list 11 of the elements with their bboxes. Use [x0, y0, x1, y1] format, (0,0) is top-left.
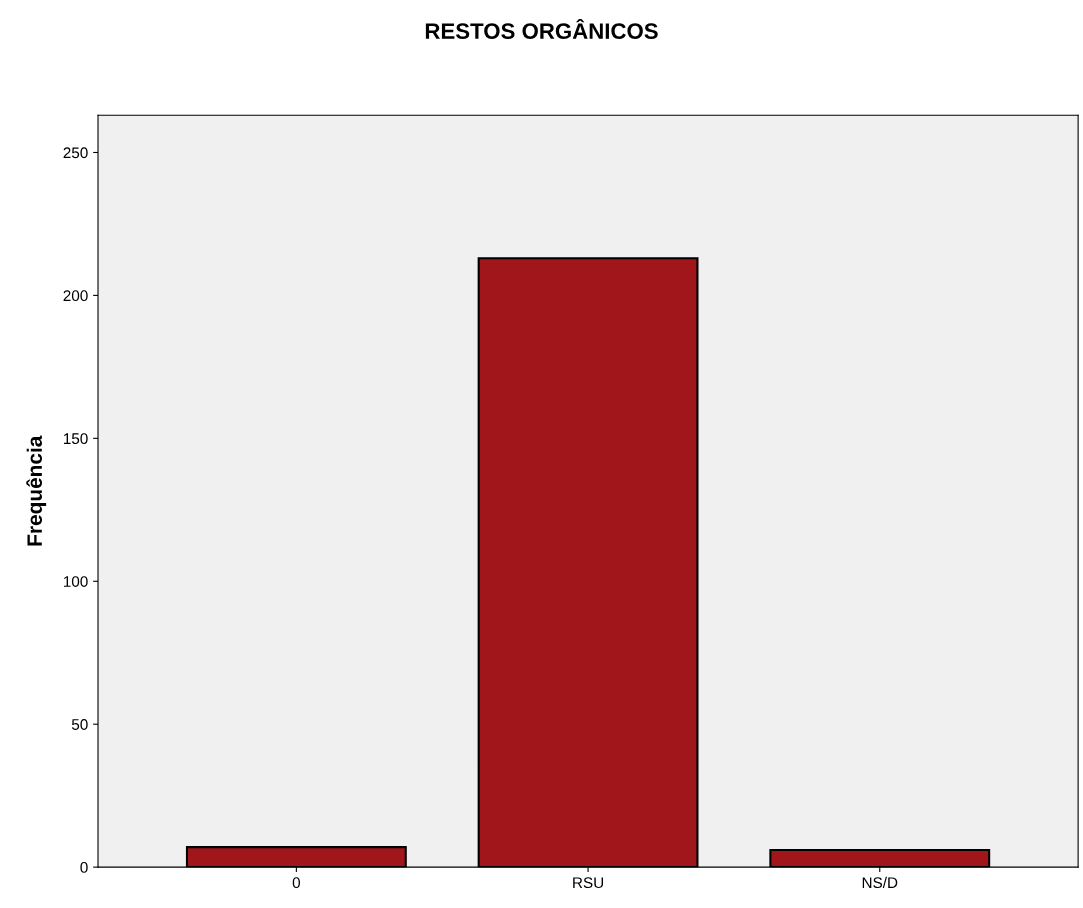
y-tick-label: 150 [63, 433, 88, 445]
x-tick-label: NS/D [862, 876, 898, 889]
y-tick-label: 200 [63, 290, 88, 302]
x-tick-label: 0 [292, 877, 301, 889]
y-tick-label: 100 [63, 576, 88, 587]
y-tick-label: 250 [63, 147, 88, 159]
chart-title: RESTOS ORGÂNICOS [425, 18, 658, 40]
x-tick-label: RSU [573, 877, 604, 889]
y-tick-label: 50 [71, 719, 88, 730]
y-tick-label: 0 [80, 862, 88, 873]
y-axis-title: Frequência [26, 435, 47, 546]
